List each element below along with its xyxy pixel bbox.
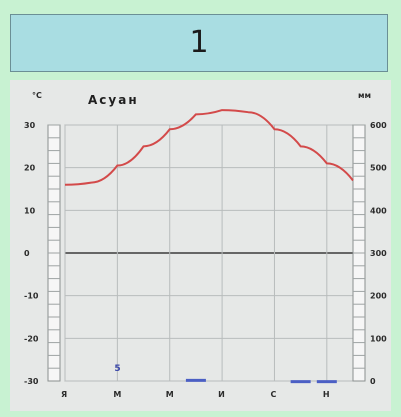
left-tick-label: 0 [24,249,30,258]
right-precipitation-scale [352,124,366,382]
left-tick-label: 10 [24,206,36,215]
precipitation-bar [185,378,206,382]
left-tick-label: 30 [24,121,36,130]
right-tick-label: 500 [370,164,387,173]
chart-title: Асуан [88,93,139,107]
precipitation-bars [185,378,337,384]
chart-background [10,80,391,411]
left-tick-label: -30 [24,377,39,386]
right-tick-label: 300 [370,249,387,258]
left-tick-label: -20 [24,334,39,343]
right-unit-label: мм [358,91,371,100]
left-temperature-scale [47,124,61,382]
chart-number: 1 [189,25,209,60]
right-tick-label: 100 [370,334,387,343]
month-label: Я [61,390,67,399]
right-tick-label: 200 [370,292,387,301]
right-tick-labels: 0 100 200 300 400 500 600 [370,121,387,386]
left-tick-label: 20 [24,164,36,173]
month-label: Н [323,390,330,399]
climate-chart-panel: °C Асуан мм -30 -20 -10 0 10 20 30 0 100 200 300 4… [10,80,391,411]
chart-grid [64,124,354,382]
right-tick-label: 400 [370,206,387,215]
month-label: М [166,390,174,399]
right-tick-label: 600 [370,121,387,130]
chart-number-card: 1 [10,14,388,72]
precipitation-bar [316,380,337,384]
month-label: И [218,390,225,399]
month-label: М [113,390,121,399]
left-unit-label: °C [32,91,42,100]
precipitation-bar [290,380,311,384]
right-tick-label: 0 [370,377,376,386]
precipitation-label: 5 [114,364,120,374]
climate-chart: °C Асуан мм -30 -20 -10 0 10 20 30 0 100 200 300 4… [10,80,391,411]
left-tick-labels: -30 -20 -10 0 10 20 30 [24,121,39,386]
month-label: С [270,390,276,399]
temperature-line [64,109,354,186]
precipitation-labels: 5 [114,364,120,374]
left-tick-label: -10 [24,292,39,301]
